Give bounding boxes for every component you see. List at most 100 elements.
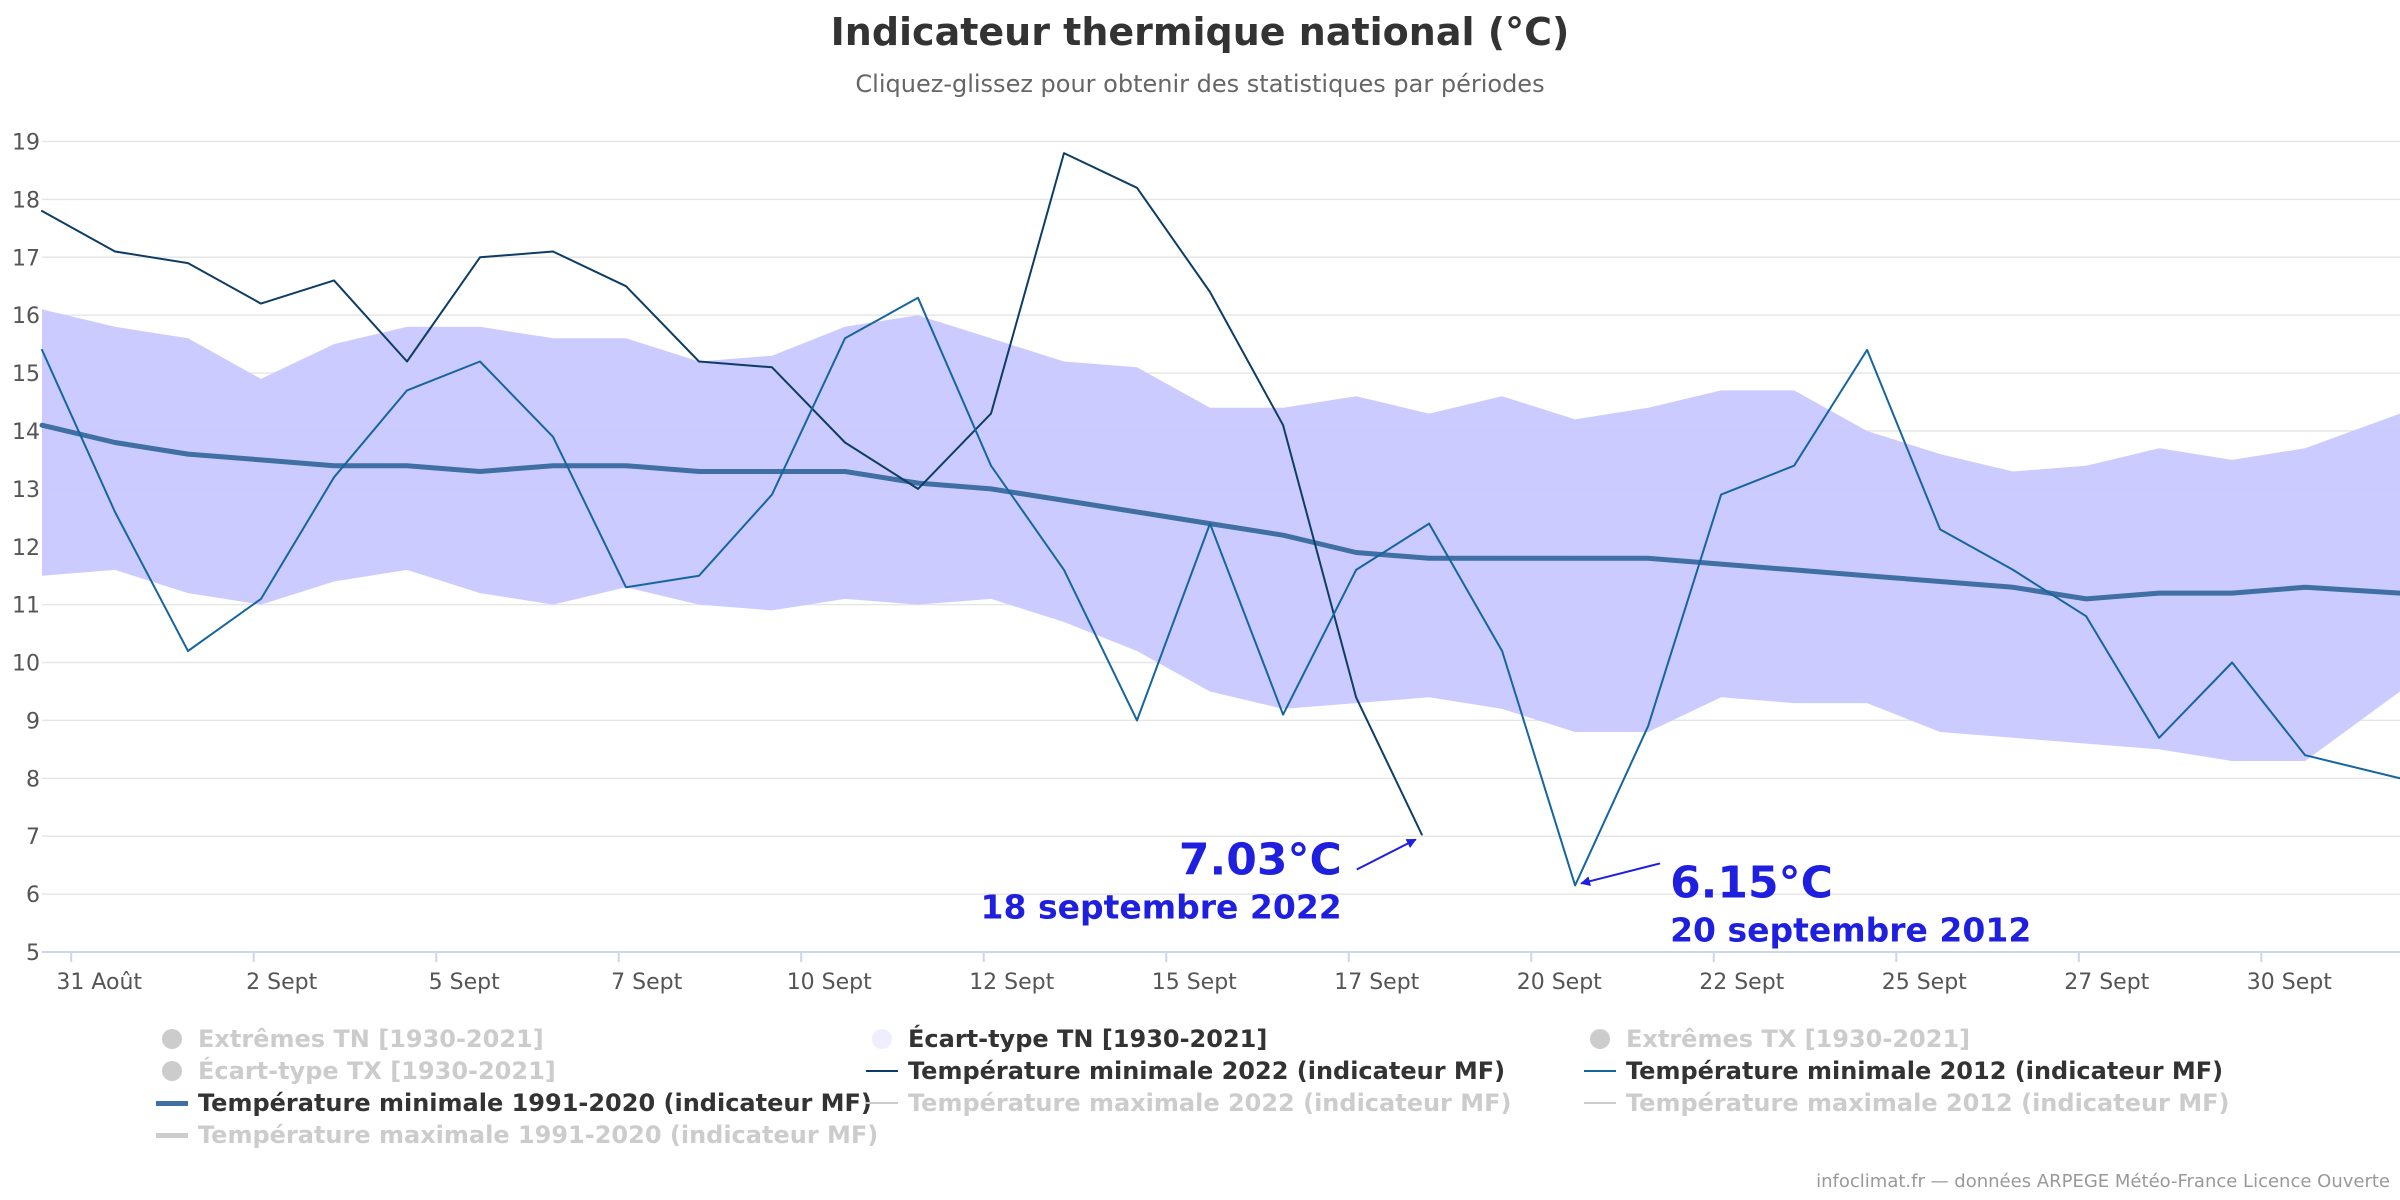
data-point: [187, 650, 189, 652]
data-point: [1355, 569, 1357, 571]
legend-item-tx-2012[interactable]: Température maximale 2012 (indicateur MF…: [1580, 1089, 2230, 1117]
data-point: [114, 250, 116, 253]
legend-item-ecart-type-tx[interactable]: Écart-type TX [1930-2021]: [152, 1057, 556, 1085]
x-tick-label: 10 Sept: [787, 970, 872, 995]
y-tick-label: 15: [12, 362, 40, 387]
annotation-value: 7.03°C: [1179, 834, 1342, 885]
data-point: [625, 586, 627, 588]
legend-item-tn-2012[interactable]: Température minimale 2012 (indicateur MF…: [1580, 1057, 2223, 1085]
data-point: [844, 470, 846, 473]
chart-subtitle: Cliquez-glissez pour obtenir des statist…: [855, 70, 1545, 98]
data-point: [1501, 557, 1503, 559]
legend-item-tn-normale[interactable]: Température minimale 1991-2020 (indicate…: [152, 1089, 872, 1117]
data-point: [1282, 714, 1284, 716]
x-tick-label: 15 Sept: [1152, 970, 1237, 995]
data-point: [552, 465, 554, 467]
band-ecart-type-tn: [42, 309, 2400, 761]
legend-symbol: [152, 1061, 192, 1081]
data-point: [917, 488, 919, 490]
data-point: [187, 262, 189, 264]
data-point: [1720, 563, 1722, 565]
data-point: [1136, 187, 1138, 189]
y-tick-label: 6: [26, 883, 40, 908]
legend-symbol: [862, 1093, 902, 1113]
data-point: [1355, 696, 1357, 698]
data-point: [698, 575, 700, 577]
y-tick-label: 19: [12, 131, 40, 156]
y-tick-label: 8: [26, 767, 40, 792]
x-tick-label: 12 Sept: [969, 970, 1054, 995]
legend-symbol: [1580, 1029, 1620, 1049]
chart-legend: Extrêmes TN [1930-2021] Écart-type TN [1…: [0, 1025, 2400, 1165]
data-point: [114, 511, 116, 513]
data-point: [1939, 580, 1941, 583]
data-point: [406, 389, 408, 391]
data-point: [41, 424, 43, 426]
y-tick-label: 13: [12, 478, 40, 503]
data-point: [2158, 592, 2160, 594]
x-tick-label: 5 Sept: [429, 970, 500, 995]
data-point: [990, 488, 992, 490]
data-point: [1866, 349, 1868, 351]
legend-label: Température maximale 2022 (indicateur MF…: [908, 1089, 1512, 1117]
data-point: [2231, 592, 2233, 594]
data-point: [990, 413, 992, 415]
data-point: [625, 285, 627, 287]
data-point: [1063, 152, 1065, 154]
data-point: [333, 279, 335, 281]
data-point: [187, 453, 189, 455]
data-point: [260, 598, 262, 600]
x-tick-label: 20 Sept: [1517, 970, 1602, 995]
data-point: [1136, 511, 1138, 513]
data-point: [2012, 569, 2014, 571]
legend-item-extremes-tx[interactable]: Extrêmes TX [1930-2021]: [1580, 1025, 1970, 1053]
data-point: [41, 349, 43, 351]
data-point: [479, 256, 481, 258]
annotation-arrow: [1356, 838, 1417, 871]
legend-item-ecart-type-tn[interactable]: Écart-type TN [1930-2021]: [862, 1025, 1267, 1053]
annotation-date: 20 septembre 2012: [1670, 910, 2031, 949]
legend-item-tn-2022[interactable]: Température minimale 2022 (indicateur MF…: [862, 1057, 1505, 1085]
data-point: [552, 250, 554, 253]
data-point: [2231, 661, 2233, 664]
x-tick-label: 30 Sept: [2247, 970, 2332, 995]
legend-symbol: [152, 1029, 192, 1049]
data-point: [333, 465, 335, 467]
data-point: [917, 482, 919, 484]
legend-label: Écart-type TN [1930-2021]: [908, 1025, 1268, 1053]
y-tick-label: 10: [12, 652, 40, 677]
chart-plot[interactable]: 5 6 7 8 9 10 11 12 13 14 15 16 17 18 19 31 Août 2 Sept 5 …: [0, 0, 2400, 1010]
data-point: [1501, 650, 1503, 652]
y-tick-label: 14: [12, 420, 40, 445]
legend-label: Extrêmes TX [1930-2021]: [1626, 1025, 1971, 1053]
legend-label: Température maximale 2012 (indicateur MF…: [1626, 1089, 2230, 1117]
data-point: [1574, 557, 1576, 559]
data-point: [1282, 534, 1284, 536]
data-point: [479, 470, 481, 473]
legend-item-extremes-tn[interactable]: Extrêmes TN [1930-2021]: [152, 1025, 544, 1053]
legend-item-tx-2022[interactable]: Température maximale 2022 (indicateur MF…: [862, 1089, 1512, 1117]
data-point: [2085, 615, 2087, 617]
data-point: [552, 436, 554, 438]
data-point: [1209, 523, 1211, 525]
legend-symbol: [1580, 1093, 1620, 1113]
legend-symbol: [152, 1093, 192, 1113]
data-point: [1063, 499, 1065, 501]
legend-label: Température maximale 1991-2020 (indicate…: [198, 1121, 879, 1149]
legend-item-tx-normale[interactable]: Température maximale 1991-2020 (indicate…: [152, 1121, 878, 1149]
data-point: [1282, 424, 1284, 426]
x-tick-label: 31 Août: [56, 970, 142, 995]
x-tick-label: 7 Sept: [611, 970, 682, 995]
legend-label: Extrêmes TN [1930-2021]: [198, 1025, 544, 1053]
y-tick-label: 5: [26, 941, 40, 966]
data-point: [1647, 557, 1649, 559]
legend-symbol: [862, 1029, 902, 1049]
x-tick-label: 22 Sept: [1699, 970, 1784, 995]
y-tick-label: 17: [12, 246, 40, 271]
y-tick-label: 12: [12, 536, 40, 561]
data-point: [1063, 569, 1065, 571]
data-point: [1136, 719, 1138, 722]
credits-link[interactable]: infoclimat.fr — données ARPEGE Météo-Fra…: [1816, 1171, 2390, 1192]
data-point: [41, 210, 43, 212]
data-point: [1355, 551, 1357, 554]
